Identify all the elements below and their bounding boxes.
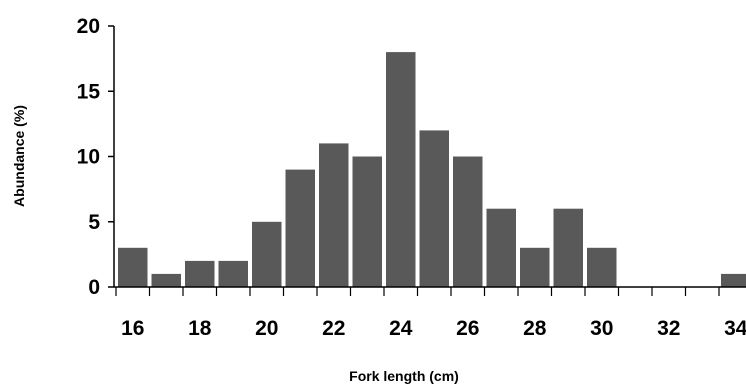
bar-19 [218, 260, 248, 287]
x-tick-label: 20 [255, 317, 278, 340]
bar-30 [587, 247, 617, 287]
y-tick-label: 0 [88, 276, 100, 299]
bar-17 [151, 273, 181, 287]
x-tick-label: 34 [724, 317, 746, 340]
bar-23 [352, 156, 382, 287]
x-tick-label: 18 [188, 317, 212, 340]
bar-25 [419, 130, 449, 287]
bar-27 [486, 208, 516, 287]
bar-21 [285, 169, 315, 287]
bar-28 [520, 247, 550, 287]
bar-20 [252, 221, 282, 288]
x-ticks-group: 16 18 20 22 24 26 28 30 32 34 [115, 287, 746, 340]
bars-group [118, 52, 746, 288]
bar-18 [185, 260, 215, 287]
x-tick-label: 28 [523, 317, 547, 340]
x-tick-label: 32 [657, 317, 680, 340]
x-tick-label: 16 [121, 317, 144, 340]
x-axis-title: Fork length (cm) [349, 368, 459, 384]
x-tick-label: 30 [590, 317, 613, 340]
bar-26 [453, 156, 483, 287]
y-axis-title: Abundance (%) [11, 105, 27, 207]
x-tick-label: 26 [456, 317, 479, 340]
y-tick-label: 5 [88, 211, 100, 234]
bar-29 [553, 208, 583, 287]
bar-16 [118, 247, 148, 287]
x-tick-label: 24 [389, 317, 413, 340]
bar-22 [319, 143, 349, 287]
bar-24 [386, 52, 416, 287]
y-tick-label: 15 [77, 80, 101, 103]
y-tick-label: 20 [77, 15, 100, 38]
bar-34 [721, 273, 746, 287]
x-tick-label: 22 [322, 317, 345, 340]
y-tick-label: 10 [77, 146, 100, 169]
y-ticks-group: 0 5 10 15 20 [77, 15, 114, 299]
